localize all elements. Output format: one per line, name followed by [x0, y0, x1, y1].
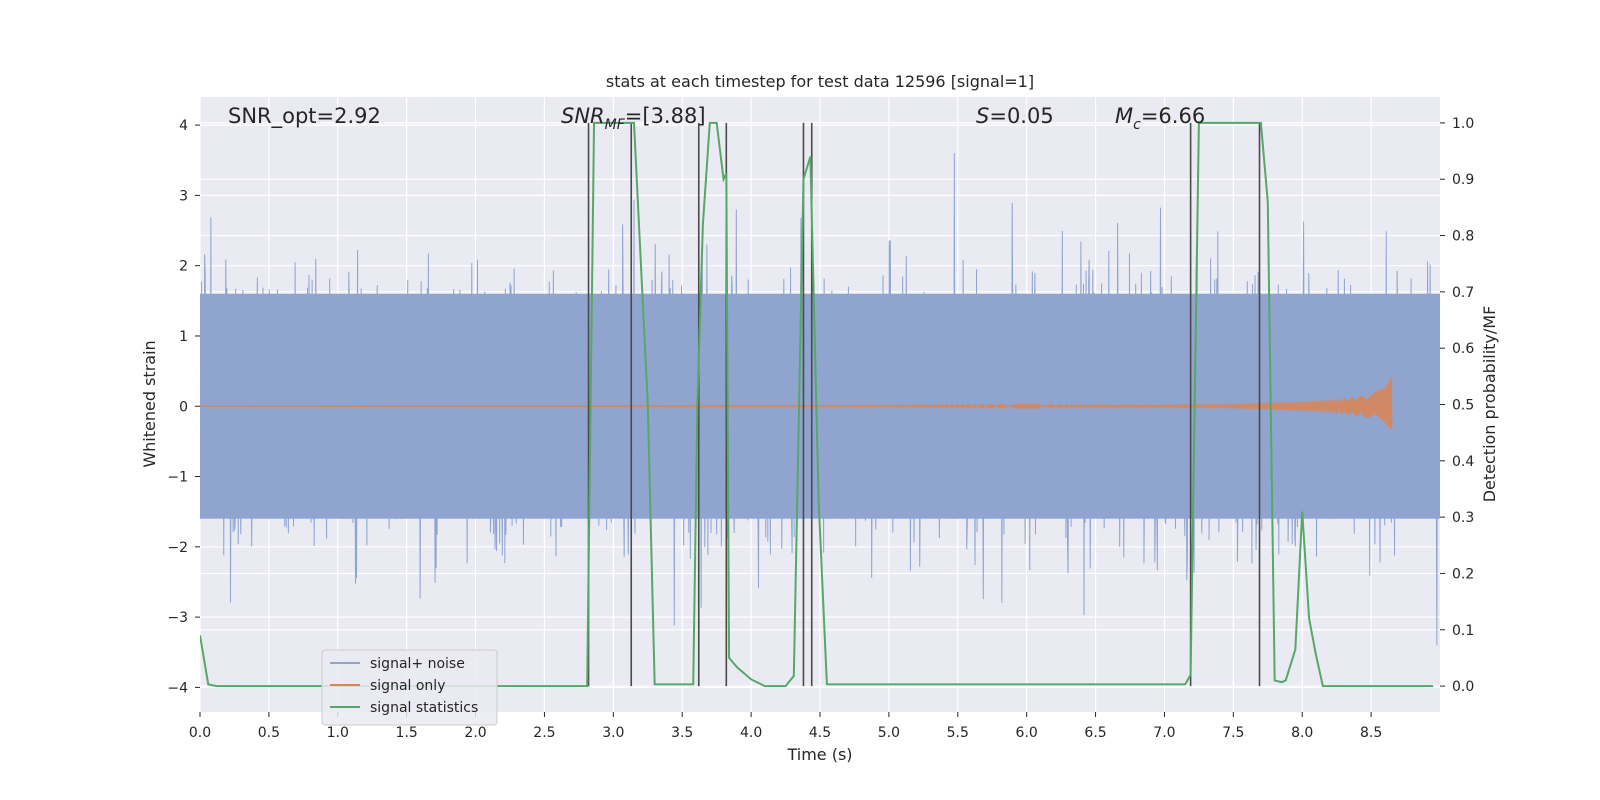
- y2-tick-label: 0.6: [1452, 341, 1474, 357]
- y2-tick-label: 0.8: [1452, 229, 1474, 245]
- x-tick-label: 3.0: [602, 725, 624, 741]
- legend-label-signal-noise: signal+ noise: [370, 656, 465, 672]
- x-tick-label: 5.0: [878, 725, 900, 741]
- y-axis-left: −4 −3 −2 −1 0 1 2 3 4: [167, 118, 200, 696]
- x-tick-label: 5.5: [947, 725, 969, 741]
- y-axis-right: 0.0 0.1 0.2 0.3 0.4 0.5 0.6 0.7 0.8 0.9 1.0: [1440, 116, 1474, 695]
- signal-trace: [200, 376, 1393, 430]
- x-tick-label: 4.5: [809, 725, 831, 741]
- x-tick-label: 7.5: [1222, 725, 1244, 741]
- y-tick-label: 4: [179, 118, 188, 134]
- y2-tick-label: 0.7: [1452, 285, 1474, 301]
- y2-tick-label: 0.3: [1452, 510, 1474, 526]
- legend-label-signal-statistics: signal statistics: [370, 700, 478, 716]
- y-axis-label: Whitened strain: [140, 340, 159, 467]
- annotation-mc: Mc=6.66: [1115, 104, 1205, 133]
- y2-tick-label: 1.0: [1452, 116, 1474, 132]
- x-tick-label: 2.0: [464, 725, 486, 741]
- x-tick-label: 1.0: [327, 725, 349, 741]
- legend-label-signal-only: signal only: [370, 678, 445, 694]
- legend-box: [321, 649, 498, 726]
- x-tick-label: 7.0: [1153, 725, 1175, 741]
- annotation-s: S=0.05: [976, 104, 1054, 128]
- x-tick-label: 6.0: [1016, 725, 1038, 741]
- x-tick-label: 6.5: [1084, 725, 1106, 741]
- y-tick-label: 1: [179, 329, 188, 345]
- y2-axis-label: Detection probability/MF: [1480, 306, 1499, 503]
- y2-tick-label: 0.1: [1452, 623, 1474, 639]
- y2-tick-label: 0.0: [1452, 679, 1474, 695]
- x-tick-label: 3.5: [671, 725, 693, 741]
- y-tick-label: −3: [167, 610, 188, 626]
- x-tick-label: 4.0: [740, 725, 762, 741]
- y-tick-label: −2: [167, 540, 188, 556]
- series-signal-statistics: [200, 121, 1434, 688]
- x-tick-label: 0.5: [258, 725, 280, 741]
- annotation-snr-mf: SNRMF=[3.88]: [561, 104, 706, 133]
- x-tick-label: 2.5: [533, 725, 555, 741]
- x-tick-label: 8.5: [1360, 725, 1382, 741]
- y2-tick-label: 0.4: [1452, 454, 1474, 470]
- y2-tick-label: 0.5: [1452, 398, 1474, 414]
- statistics-trace: [200, 121, 1434, 688]
- y-tick-label: 0: [179, 399, 188, 415]
- x-axis-label: Time (s): [786, 745, 852, 764]
- annotation-snr-opt: SNR_opt=2.92: [228, 104, 381, 129]
- x-axis: 0.0 0.5 1.0 1.5 2.0 2.5 3.0 3.5 4.0 4.5 5.0 5.5 6.0 6…: [189, 712, 1382, 741]
- noise-trace: [200, 153, 1440, 646]
- x-tick-label: 0.0: [189, 725, 211, 741]
- chart-title: stats at each timestep for test data 125…: [606, 72, 1034, 91]
- series-signal-only: [200, 376, 1393, 430]
- y-tick-label: −1: [167, 470, 188, 486]
- x-tick-label: 8.0: [1291, 725, 1313, 741]
- y-tick-label: 2: [179, 259, 188, 275]
- y2-tick-label: 0.9: [1452, 172, 1474, 188]
- y-tick-label: 3: [179, 188, 188, 204]
- x-tick-label: 1.5: [396, 725, 418, 741]
- y-tick-label: −4: [167, 680, 188, 696]
- legend: signal+ noise signal only signal statist…: [321, 649, 498, 726]
- y2-tick-label: 0.2: [1452, 566, 1474, 582]
